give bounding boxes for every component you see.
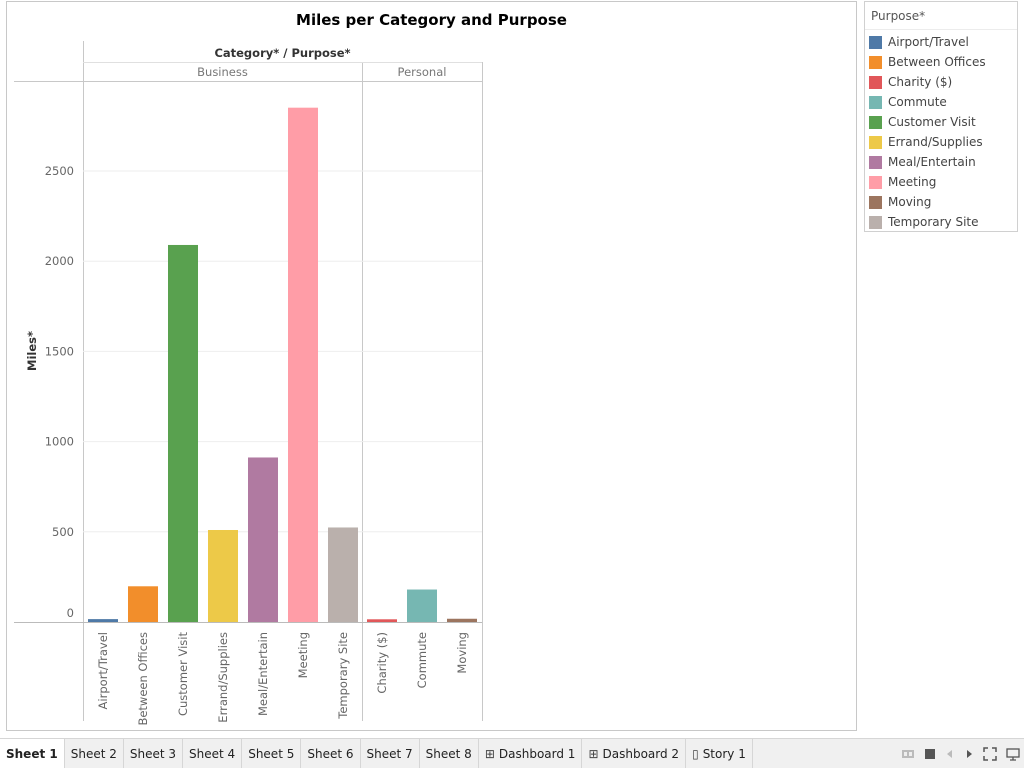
legend-label: Between Offices bbox=[888, 55, 986, 69]
tab-sheet-8[interactable]: Sheet 8 bbox=[420, 739, 479, 768]
bar-chart: Category* / Purpose* Business Personal 0 500… bbox=[14, 41, 483, 726]
filmstrip-icon[interactable] bbox=[901, 748, 915, 760]
navigation-controls bbox=[901, 739, 1020, 768]
legend-swatch bbox=[869, 55, 882, 69]
bar bbox=[328, 527, 358, 622]
x-tick-label: Airport/Travel bbox=[96, 632, 110, 709]
y-tick-label: 2000 bbox=[45, 254, 74, 268]
legend-item[interactable]: Charity ($) bbox=[865, 72, 1017, 92]
bar bbox=[168, 244, 198, 623]
tab-label: Sheet 3 bbox=[129, 746, 177, 761]
tab-label: Sheet 6 bbox=[307, 746, 354, 761]
legend-item[interactable]: Errand/Supplies bbox=[865, 132, 1017, 152]
legend-title[interactable]: Purpose* bbox=[865, 2, 1017, 30]
bar bbox=[128, 586, 158, 622]
tab-sheet-1[interactable]: Sheet 1 bbox=[0, 739, 65, 768]
fullscreen-icon[interactable] bbox=[983, 746, 997, 761]
tab-label: Sheet 8 bbox=[425, 746, 472, 761]
dashboard-icon: ⊞ bbox=[588, 746, 599, 761]
chart-title: Miles per Category and Purpose bbox=[296, 11, 567, 29]
bar bbox=[288, 107, 318, 622]
bar bbox=[367, 619, 397, 622]
tab-sheet-3[interactable]: Sheet 3 bbox=[124, 739, 184, 768]
tab-label: Sheet 7 bbox=[366, 746, 413, 761]
legend-item[interactable]: Commute bbox=[865, 92, 1017, 112]
tab-label: Sheet 2 bbox=[70, 746, 117, 761]
legend-item[interactable]: Meeting bbox=[865, 172, 1017, 192]
x-tick-label: Between Offices bbox=[136, 632, 150, 726]
tab-sheet-4[interactable]: Sheet 4 bbox=[183, 739, 243, 768]
column-header-label: Category* / Purpose* bbox=[214, 46, 350, 60]
tab-label: Sheet 1 bbox=[6, 746, 58, 761]
sheet-tab-bar: Sheet 1 Sheet 2 Sheet 3 Sheet 4 Sheet 5 Sheet… bbox=[0, 738, 1024, 768]
legend-item[interactable]: Moving bbox=[865, 192, 1017, 212]
tab-label: Dashboard 1 bbox=[498, 746, 576, 761]
category-header: Business bbox=[197, 65, 248, 79]
legend-items: Airport/Travel Between Offices Charity ($)… bbox=[865, 30, 1017, 232]
legend-label: Charity ($) bbox=[888, 75, 953, 89]
bar bbox=[447, 618, 477, 622]
legend-label: Commute bbox=[888, 95, 947, 109]
legend-item[interactable]: Customer Visit bbox=[865, 112, 1017, 132]
x-tick-label: Temporary Site bbox=[336, 632, 350, 720]
legend-swatch bbox=[869, 95, 882, 109]
dashboard-icon: ⊞ bbox=[484, 746, 495, 761]
bar bbox=[407, 589, 437, 622]
grid-view-icon[interactable] bbox=[924, 748, 936, 760]
tab-story-1[interactable]: ▯ Story 1 bbox=[686, 739, 753, 768]
legend-label: Customer Visit bbox=[888, 115, 976, 129]
story-icon: ▯ bbox=[692, 746, 699, 761]
legend-swatch bbox=[869, 215, 882, 229]
legend-item[interactable]: Meal/Entertain bbox=[865, 152, 1017, 172]
x-tick-label: Charity ($) bbox=[375, 632, 389, 694]
color-legend: Purpose* Airport/Travel Between Offices Ch… bbox=[864, 1, 1018, 232]
tab-label: Dashboard 2 bbox=[602, 746, 680, 761]
bar bbox=[248, 457, 278, 622]
category-header: Personal bbox=[398, 65, 447, 79]
legend-label: Meal/Entertain bbox=[888, 155, 976, 169]
legend-item[interactable]: Airport/Travel bbox=[865, 32, 1017, 52]
legend-swatch bbox=[869, 175, 882, 189]
tab-label: Sheet 4 bbox=[189, 746, 236, 761]
tab-sheet-7[interactable]: Sheet 7 bbox=[361, 739, 420, 768]
legend-label: Meeting bbox=[888, 175, 937, 189]
x-tick-label: Commute bbox=[415, 632, 429, 688]
tab-sheet-5[interactable]: Sheet 5 bbox=[242, 739, 302, 768]
legend-swatch bbox=[869, 115, 882, 129]
bar bbox=[88, 619, 118, 622]
y-tick-label: 1000 bbox=[45, 435, 74, 449]
x-tick-label: Meeting bbox=[296, 632, 310, 678]
legend-label: Moving bbox=[888, 195, 932, 209]
y-tick-label: 500 bbox=[52, 525, 74, 539]
x-tick-label: Moving bbox=[455, 632, 469, 674]
x-tick-label: Errand/Supplies bbox=[216, 632, 230, 723]
legend-swatch bbox=[869, 75, 882, 89]
x-tick-label: Customer Visit bbox=[176, 632, 190, 717]
bar bbox=[208, 529, 238, 622]
y-tick-label: 0 bbox=[67, 606, 74, 620]
legend-label: Errand/Supplies bbox=[888, 135, 983, 149]
tab-dashboard-2[interactable]: ⊞ Dashboard 2 bbox=[582, 739, 687, 768]
y-tick-label: 1500 bbox=[45, 344, 74, 358]
legend-swatch bbox=[869, 155, 882, 169]
legend-swatch bbox=[869, 35, 882, 49]
tab-label: Story 1 bbox=[702, 746, 746, 761]
legend-swatch bbox=[869, 195, 882, 209]
previous-icon[interactable] bbox=[945, 749, 955, 759]
x-tick-label: Meal/Entertain bbox=[256, 632, 270, 716]
tab-sheet-2[interactable]: Sheet 2 bbox=[65, 739, 124, 768]
legend-item[interactable]: Temporary Site bbox=[865, 212, 1017, 232]
legend-swatch bbox=[869, 135, 882, 149]
y-tick-label: 2500 bbox=[45, 164, 74, 178]
legend-label: Temporary Site bbox=[888, 215, 979, 229]
next-icon[interactable] bbox=[964, 749, 974, 759]
tab-sheet-6[interactable]: Sheet 6 bbox=[301, 739, 361, 768]
tab-label: Sheet 5 bbox=[248, 746, 295, 761]
legend-item[interactable]: Between Offices bbox=[865, 52, 1017, 72]
sheet-tabs: Sheet 1 Sheet 2 Sheet 3 Sheet 4 Sheet 5 Sheet… bbox=[0, 739, 753, 768]
y-axis-label: Miles* bbox=[25, 331, 39, 371]
presentation-icon[interactable] bbox=[1006, 747, 1020, 761]
tab-dashboard-1[interactable]: ⊞ Dashboard 1 bbox=[479, 739, 583, 768]
legend-label: Airport/Travel bbox=[888, 35, 969, 49]
